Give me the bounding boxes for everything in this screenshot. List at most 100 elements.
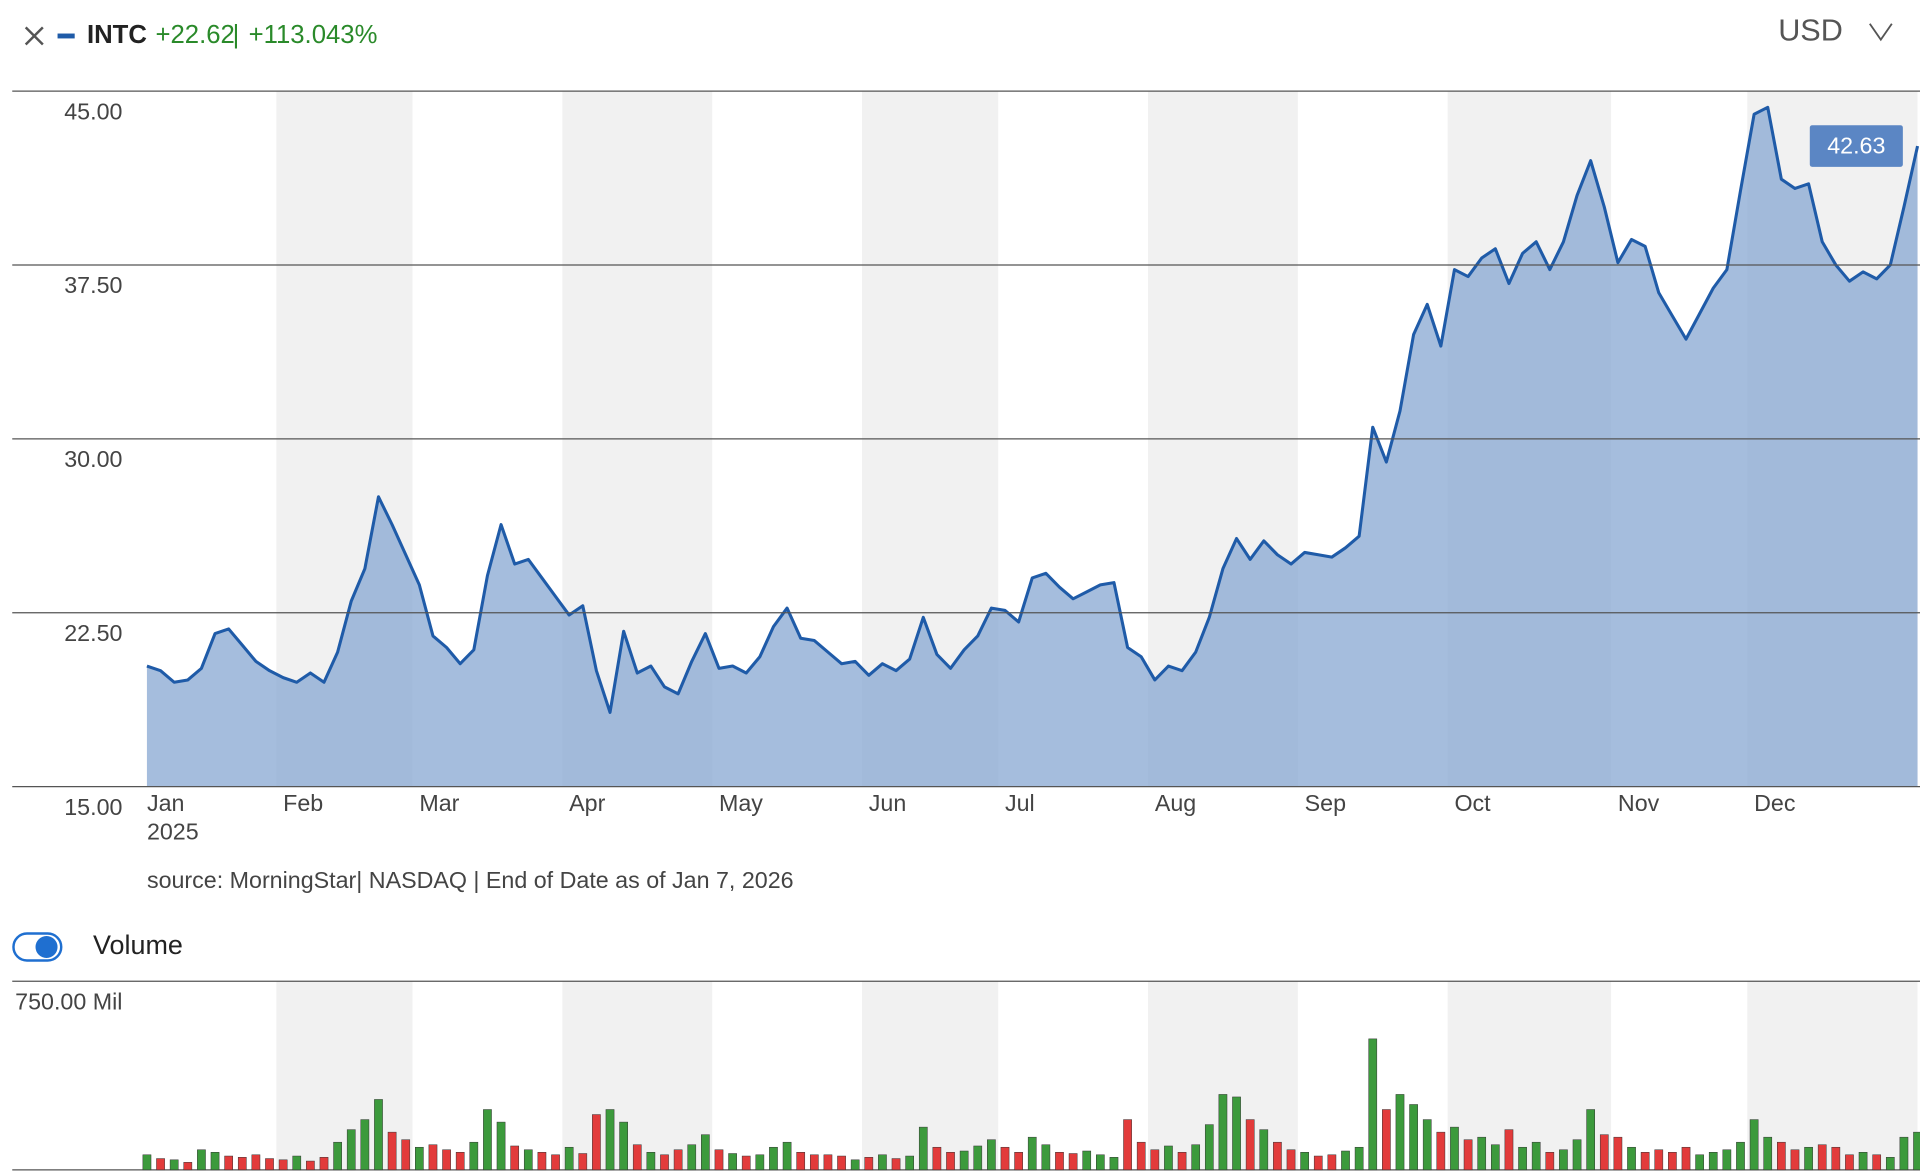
volume-bar	[142, 1154, 152, 1171]
volume-bar	[1313, 1155, 1323, 1171]
volume-bar	[1150, 1149, 1160, 1171]
volume-bar	[510, 1145, 520, 1171]
volume-bar	[1736, 1141, 1745, 1171]
volume-bar	[1586, 1109, 1595, 1171]
volume-bar	[605, 1109, 615, 1171]
volume-bar	[1245, 1119, 1255, 1171]
y-tick-label: 22.50	[64, 620, 122, 646]
volume-bar	[523, 1149, 533, 1171]
y-tick-label: 15.00	[64, 794, 122, 820]
volume-bar	[987, 1139, 996, 1171]
volume-bar	[1749, 1119, 1759, 1171]
volume-bar	[1368, 1038, 1378, 1171]
volume-bar	[673, 1149, 683, 1171]
month-band	[1447, 981, 1612, 1170]
x-tick-label: Oct	[1454, 790, 1491, 816]
volume-bar	[1695, 1154, 1704, 1171]
volume-bar	[306, 1160, 315, 1171]
volume-bar	[292, 1155, 302, 1171]
volume-bar	[387, 1131, 397, 1171]
volume-bar	[660, 1154, 669, 1171]
x-tick-label: Aug	[1155, 790, 1196, 816]
volume-bar	[864, 1157, 874, 1171]
volume-bar	[374, 1099, 383, 1171]
toggle-knob[interactable]	[35, 935, 58, 959]
x-tick-label: Jul	[1005, 790, 1035, 816]
volume-bar	[1790, 1149, 1800, 1171]
volume-bar	[1341, 1150, 1350, 1171]
volume-bar	[755, 1154, 765, 1171]
y-tick-label: 750.00 Mil	[15, 988, 122, 1014]
volume-bar	[1627, 1146, 1636, 1171]
volume-bar	[1804, 1146, 1813, 1171]
volume-bar	[1014, 1152, 1023, 1171]
x-tick-label: Dec	[1754, 790, 1796, 816]
volume-bar	[1545, 1152, 1555, 1171]
volume-bar	[251, 1154, 261, 1171]
volume-bar	[1327, 1154, 1337, 1171]
currency[interactable]: USD	[1778, 13, 1843, 47]
x-tick-label: Mar	[419, 790, 459, 816]
volume-bar	[1436, 1131, 1446, 1171]
volume-bar	[714, 1149, 724, 1171]
volume-bar	[1777, 1141, 1786, 1171]
source: source: MorningStar| NASDAQ | End of Dat…	[147, 867, 794, 893]
volume-bar	[1559, 1149, 1568, 1171]
y-tick-label: 30.00	[64, 446, 122, 472]
volume-bar	[1354, 1146, 1364, 1171]
price-area	[146, 107, 1918, 787]
volume-bar	[210, 1152, 220, 1171]
volume-bar	[809, 1154, 819, 1171]
last-value-box	[1809, 125, 1903, 167]
volume-bar	[1041, 1144, 1051, 1171]
volume-bar	[1164, 1145, 1173, 1171]
volume-bar	[415, 1146, 424, 1171]
y-tick-label: 45.00	[64, 98, 122, 124]
volume-bar	[1504, 1129, 1514, 1171]
volume-bar	[1395, 1094, 1405, 1171]
volume-bar	[428, 1144, 438, 1171]
header: INTC +22.62 | +113.043% USD	[24, 13, 1893, 49]
volume-bar	[850, 1159, 860, 1171]
volume-bar	[1232, 1096, 1241, 1171]
volume-bar	[1613, 1136, 1623, 1171]
volume-bar	[1654, 1149, 1664, 1171]
month-band	[861, 981, 999, 1170]
volume-bar	[959, 1150, 969, 1171]
volume-bar	[905, 1155, 914, 1171]
volume-bar	[1068, 1153, 1078, 1171]
volume-bar	[1109, 1157, 1119, 1171]
volume-bar	[782, 1141, 792, 1171]
currency-chevron[interactable]	[1869, 23, 1893, 42]
volume-bar	[1286, 1149, 1296, 1171]
volume-bar	[1191, 1144, 1201, 1171]
volume-bar	[728, 1153, 737, 1171]
volume-bar	[483, 1109, 492, 1171]
volume-bar	[1722, 1149, 1732, 1171]
volume-bar	[687, 1144, 697, 1171]
volume-bar	[1572, 1139, 1582, 1171]
volume-bar	[1055, 1152, 1064, 1171]
volume-bar	[1872, 1154, 1882, 1171]
ticker: INTC	[87, 21, 147, 49]
volume-bar	[183, 1162, 193, 1171]
volume-bar	[701, 1134, 710, 1171]
price-line	[146, 105, 1920, 714]
volume-bar	[1490, 1144, 1500, 1171]
volume-label: Volume	[93, 930, 183, 960]
volume-bar	[592, 1114, 601, 1171]
x-tick-label: Jan	[147, 790, 185, 816]
volume-bar	[1409, 1104, 1418, 1171]
volume-bar	[442, 1149, 451, 1171]
volume-bar	[632, 1144, 642, 1171]
volume-bar	[796, 1152, 806, 1171]
close-icon[interactable]	[24, 26, 44, 46]
volume-bar	[237, 1157, 247, 1171]
series-swatch	[57, 33, 75, 39]
last-value-label: 42.63	[1827, 132, 1885, 158]
volume-bar	[823, 1154, 833, 1171]
volume-bar	[946, 1152, 955, 1171]
volume-bar	[1831, 1146, 1841, 1171]
